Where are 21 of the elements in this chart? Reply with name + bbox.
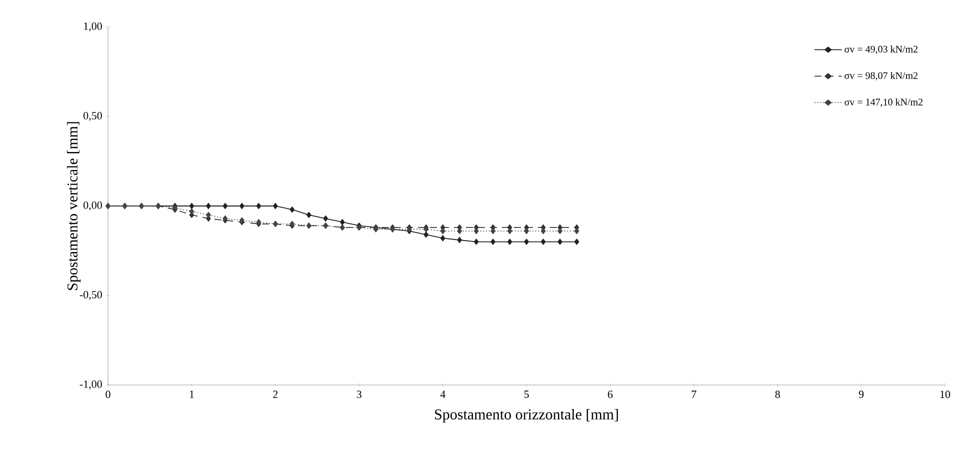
x-tick-label: 4 — [440, 390, 446, 398]
x-tick-label: 6 — [608, 390, 613, 398]
y-tick-label: 1,00 — [84, 22, 102, 32]
legend-label: σv = 147,10 kN/m2 — [844, 98, 923, 107]
x-axis-title: Spostamento orizzontale [mm] — [435, 408, 618, 423]
x-tick-label: 9 — [858, 390, 864, 398]
x-tick-label: 8 — [775, 390, 780, 398]
legend-label: σv = 98,07 kN/m2 — [844, 72, 918, 80]
y-tick-label: -1,00 — [80, 380, 102, 390]
x-tick-label: 1 — [190, 390, 194, 398]
y-tick-label: -0,50 — [80, 290, 102, 300]
y-axis-title: Spostamento verticale [mm] — [66, 122, 81, 290]
legend-label: σv = 49,03 kN/m2 — [844, 46, 918, 54]
y-tick-label: 0,00 — [84, 201, 102, 210]
x-tick-label: 5 — [524, 390, 529, 398]
x-tick-label: 2 — [273, 390, 278, 398]
x-tick-label: 7 — [692, 390, 696, 398]
y-tick-label: 0,50 — [84, 112, 102, 121]
x-tick-label: 10 — [940, 390, 950, 398]
x-tick-label: 0 — [106, 390, 110, 398]
x-tick-label: 3 — [356, 390, 362, 398]
